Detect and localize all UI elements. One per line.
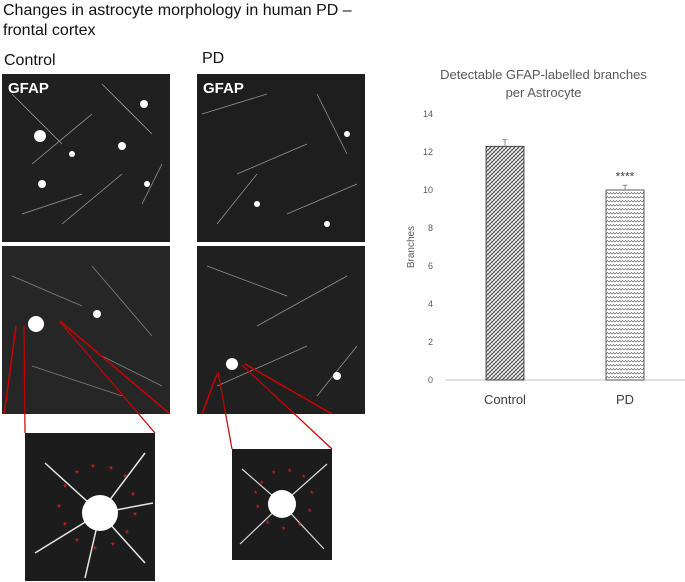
svg-text:*: * bbox=[288, 467, 292, 477]
pd-top-texture bbox=[197, 74, 365, 242]
control-gfap-micrograph-bottom bbox=[2, 246, 170, 414]
svg-text:*: * bbox=[254, 489, 258, 499]
bar-control bbox=[485, 145, 525, 381]
svg-text:*: * bbox=[75, 469, 79, 480]
svg-text:*: * bbox=[75, 537, 79, 548]
chart-title-line1: Detectable GFAP-labelled branches bbox=[440, 67, 647, 82]
pd-bottom-texture bbox=[197, 246, 365, 414]
y-tick-label: 10 bbox=[423, 185, 433, 195]
svg-text:*: * bbox=[63, 483, 67, 494]
svg-text:*: * bbox=[57, 503, 61, 514]
svg-text:*: * bbox=[256, 503, 260, 513]
svg-text:*: * bbox=[272, 469, 276, 479]
svg-text:*: * bbox=[111, 541, 115, 552]
svg-text:*: * bbox=[123, 473, 127, 484]
y-tick-label: 6 bbox=[428, 261, 433, 271]
chart-title-line2: per Astrocyte bbox=[505, 85, 582, 100]
y-tick-label: 2 bbox=[428, 337, 433, 347]
pd-top-stain-label: GFAP bbox=[203, 80, 244, 97]
x-category-label: PD bbox=[616, 392, 634, 407]
svg-text:*: * bbox=[131, 491, 135, 502]
chart-plot: 0 2 4 6 8 10 12 14 Branches Control PD **** bbox=[406, 109, 685, 407]
x-category-label: Control bbox=[484, 392, 526, 407]
figure-title-line2: frontal cortex bbox=[3, 22, 96, 39]
svg-text:*: * bbox=[260, 479, 264, 489]
y-axis-label: Branches bbox=[406, 226, 417, 268]
y-tick-label: 14 bbox=[423, 109, 433, 119]
branches-bar-chart: Detectable GFAP-labelled branches per As… bbox=[402, 60, 685, 420]
control-inset-texture: *** *** *** *** * bbox=[25, 433, 155, 581]
y-tick-label: 4 bbox=[428, 299, 433, 309]
pd-gfap-micrograph-top: GFAP bbox=[197, 74, 365, 242]
pd-inset-texture: ** * *** *** ** bbox=[232, 449, 332, 560]
svg-text:*: * bbox=[302, 473, 306, 483]
pd-gfap-micrograph-bottom bbox=[197, 246, 365, 414]
control-astrocyte-inset: * * * * * * * * * * * * * bbox=[25, 433, 155, 581]
figure-title: Changes in astrocyte morphology in human… bbox=[3, 1, 403, 41]
svg-text:*: * bbox=[298, 521, 302, 531]
svg-text:*: * bbox=[93, 545, 97, 556]
y-tick-label: 0 bbox=[428, 375, 433, 385]
svg-text:*: * bbox=[91, 463, 95, 474]
figure-title-line1: Changes in astrocyte morphology in human… bbox=[3, 2, 352, 19]
svg-text:*: * bbox=[308, 507, 312, 517]
svg-text:*: * bbox=[282, 525, 286, 535]
svg-text:*: * bbox=[125, 529, 129, 540]
control-top-texture bbox=[2, 74, 170, 242]
y-tick-label: 12 bbox=[423, 147, 433, 157]
control-bottom-texture bbox=[2, 246, 170, 414]
svg-text:*: * bbox=[109, 465, 113, 476]
svg-text:*: * bbox=[266, 519, 270, 529]
control-top-stain-label: GFAP bbox=[8, 80, 49, 97]
svg-text:*: * bbox=[310, 489, 314, 499]
pd-panel-label: PD bbox=[202, 50, 225, 67]
control-gfap-micrograph-top: GFAP bbox=[2, 74, 170, 242]
bar-pd bbox=[605, 189, 645, 381]
pd-astrocyte-inset: * * * * * * * * * * * bbox=[232, 449, 332, 560]
significance-annotation: **** bbox=[616, 169, 635, 183]
svg-text:*: * bbox=[133, 511, 137, 522]
svg-text:*: * bbox=[63, 521, 67, 532]
control-panel-label: Control bbox=[4, 52, 56, 69]
y-tick-label: 8 bbox=[428, 223, 433, 233]
